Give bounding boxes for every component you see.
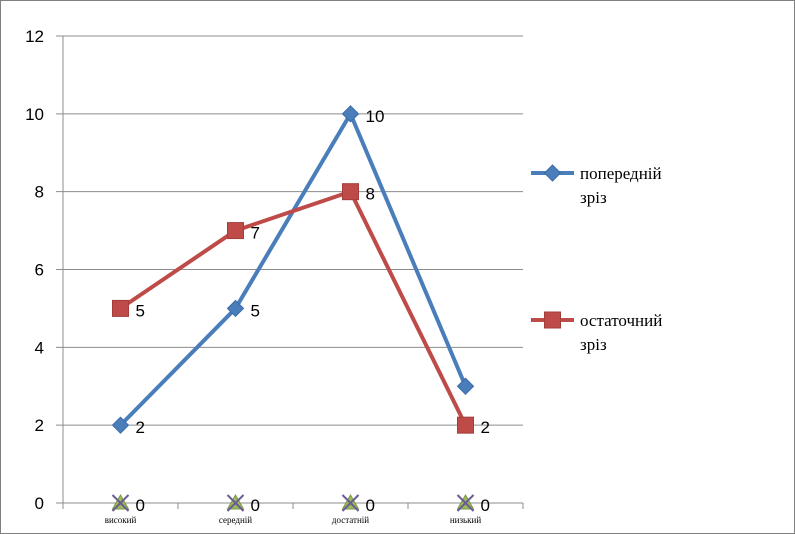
data-point-x [111, 494, 130, 512]
data-point-diamond [456, 377, 475, 395]
data-point-diamond [341, 105, 360, 123]
data-label: 10 [366, 107, 385, 126]
y-axis-ticks: 0 2 4 6 8 10 12 [25, 27, 44, 513]
x-tick-label: низький [450, 515, 481, 525]
legend: попередній зріз остаточний зріз [531, 164, 662, 354]
x-tick-label: високий [105, 515, 137, 525]
y-tick-label: 4 [35, 338, 44, 357]
data-point-square [342, 183, 359, 201]
data-label: 5 [136, 301, 145, 320]
data-point-square [544, 311, 561, 329]
data-point-square [457, 416, 474, 434]
legend-label: зріз [580, 335, 607, 354]
data-point-diamond [226, 299, 245, 318]
data-labels: 2 5 10 5 7 8 2 0 0 0 0 [136, 107, 490, 515]
y-tick-label: 12 [25, 27, 44, 46]
data-point-diamond [543, 164, 562, 182]
data-label: 0 [481, 496, 490, 515]
y-tick-label: 6 [35, 261, 44, 280]
x-tick-label: середній [219, 515, 252, 525]
data-label: 2 [136, 418, 145, 437]
y-tick-label: 0 [35, 494, 44, 513]
gridlines [56, 35, 523, 504]
data-label: 0 [366, 496, 375, 515]
data-point-x [341, 494, 360, 512]
series-line [119, 189, 468, 427]
data-label: 5 [251, 301, 260, 320]
series-group [111, 105, 475, 512]
data-point-diamond [111, 416, 130, 434]
legend-label: остаточний [580, 311, 662, 330]
legend-label: зріз [580, 188, 607, 207]
data-label: 0 [251, 496, 260, 515]
data-point-square [112, 299, 129, 317]
data-label: 7 [251, 224, 260, 243]
x-tick-label: достатній [332, 515, 369, 525]
data-label: 2 [481, 418, 490, 437]
data-point-square [227, 222, 244, 240]
x-axis-ticks: високий середній достатній низький [62, 503, 524, 525]
y-tick-label: 8 [35, 183, 44, 202]
legend-label: попередній [580, 164, 662, 183]
data-point-x [456, 494, 475, 512]
data-label: 8 [366, 185, 375, 204]
y-tick-label: 10 [25, 105, 44, 124]
data-point-x [226, 494, 245, 512]
data-label: 0 [136, 496, 145, 515]
y-tick-label: 2 [35, 416, 44, 435]
